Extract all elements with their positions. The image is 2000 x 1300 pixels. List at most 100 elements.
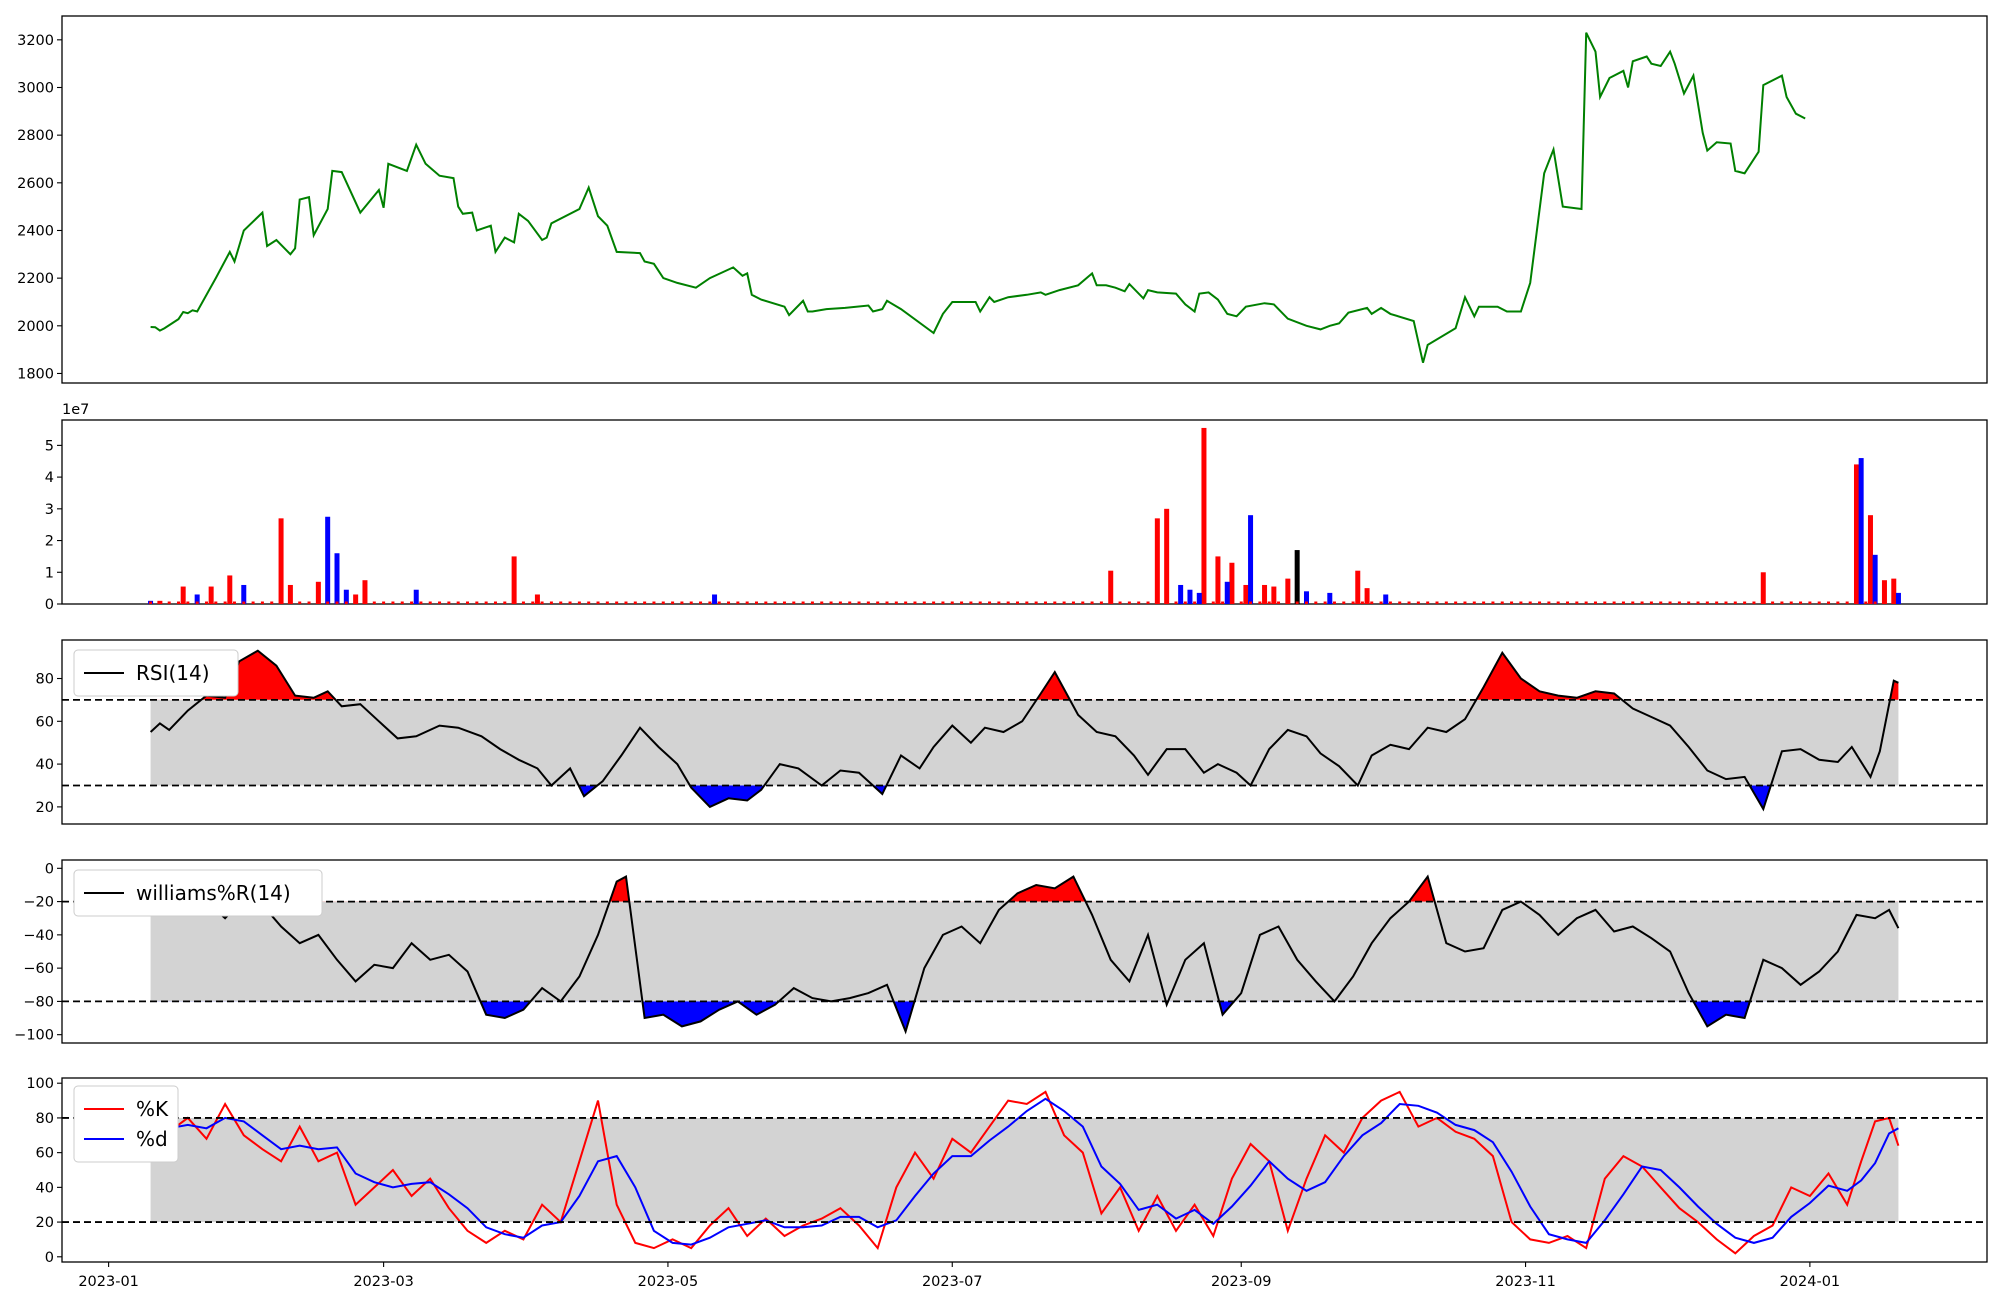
volume-bar xyxy=(194,594,200,604)
volume-bar-small xyxy=(1398,601,1402,604)
volume-bar-small xyxy=(1789,601,1793,604)
volume-bar-small xyxy=(149,601,153,604)
indicator-line xyxy=(150,874,1900,1035)
volume-bar-small xyxy=(1025,601,1029,604)
volume-bar xyxy=(1201,427,1207,604)
volume-bar xyxy=(1303,591,1309,604)
volume-bar-small xyxy=(419,601,423,604)
volume-bar-small xyxy=(643,601,647,604)
volume-bar xyxy=(511,556,517,604)
volume-bar-small xyxy=(1053,601,1057,604)
volume-bar-small xyxy=(195,601,199,604)
volume-bar-small xyxy=(988,601,992,604)
volume-bar-small xyxy=(1752,601,1756,604)
volume-bar-small xyxy=(288,601,292,604)
volume-bar-small xyxy=(745,601,749,604)
overbought-fill xyxy=(150,876,1899,902)
volume-bar-small xyxy=(1183,601,1187,604)
volume-bar-small xyxy=(1062,601,1066,604)
volume-bar xyxy=(315,581,321,604)
volume-bar xyxy=(1872,554,1878,604)
y-tick-label: 2400 xyxy=(17,223,54,239)
volume-bar-small xyxy=(372,601,376,604)
volume-bar-small xyxy=(1118,601,1122,604)
volume-bar-small xyxy=(1286,601,1290,604)
volume-bar xyxy=(1271,586,1277,604)
volume-bar xyxy=(1229,562,1235,604)
volume-bar xyxy=(1285,578,1291,604)
y-tick-label: 0 xyxy=(45,861,54,877)
x-tick-label: 2023-09 xyxy=(1211,1274,1272,1290)
y-tick-label: 40 xyxy=(36,1180,54,1196)
axes-frame xyxy=(61,419,1988,605)
volume-bar-small xyxy=(475,601,479,604)
volume-bar xyxy=(287,584,293,604)
volume-bar-small xyxy=(1146,601,1150,604)
volume-bar-small xyxy=(1202,601,1206,604)
volume-bar xyxy=(1196,592,1202,604)
volume-bar-small xyxy=(671,601,675,604)
axes-frame xyxy=(61,859,1988,1044)
volume-bar-small xyxy=(1584,601,1588,604)
volume-bar-small xyxy=(1127,601,1131,604)
volume-bar-small xyxy=(1705,601,1709,604)
y-tick-label: −60 xyxy=(23,961,54,977)
volume-bar xyxy=(413,589,419,604)
legend-frame xyxy=(73,649,239,697)
volume-bar-small xyxy=(1603,601,1607,604)
volume-bar-small xyxy=(1827,601,1831,604)
volume-bar xyxy=(1867,515,1873,604)
volume-bar xyxy=(1224,581,1230,604)
overbought-fill xyxy=(150,650,1899,700)
volume-bar-small xyxy=(689,601,693,604)
volume-bar-small xyxy=(950,601,954,604)
volume-bar-small xyxy=(1137,601,1141,604)
volume-bar-small xyxy=(922,601,926,604)
volume-bar-small xyxy=(1612,601,1616,604)
volume-bar-small xyxy=(1668,601,1672,604)
volume-bar-small xyxy=(1482,601,1486,604)
volume-bar-small xyxy=(214,601,218,604)
volume-bar xyxy=(1881,580,1887,604)
volume-bar-small xyxy=(438,601,442,604)
volume-bar-small xyxy=(1090,601,1094,604)
y-tick-label: −20 xyxy=(23,895,54,911)
volume-bar-small xyxy=(1426,601,1430,604)
volume-bar-small xyxy=(1043,601,1047,604)
volume-bar-small xyxy=(549,601,553,604)
legend-label: RSI(14) xyxy=(136,661,210,685)
volume-bar xyxy=(353,594,359,604)
rsi-panel: 20 40 60 80 RSI(14) xyxy=(36,639,1988,825)
volume-bar-small xyxy=(1631,601,1635,604)
volume-bar xyxy=(1760,572,1766,604)
volume-bar-small xyxy=(1575,601,1579,604)
volume-bar-small xyxy=(447,601,451,604)
band-fill xyxy=(150,901,1899,1002)
volume-bar-small xyxy=(232,601,236,604)
volume-bar-small xyxy=(186,601,190,604)
volume-bar-small xyxy=(400,601,404,604)
volume-bar-small xyxy=(708,601,712,604)
volume-bar-small xyxy=(810,601,814,604)
volume-bar-small xyxy=(1761,601,1765,604)
volume-bar-small xyxy=(1444,601,1448,604)
volume-bar-small xyxy=(242,601,246,604)
volume-bar xyxy=(1891,578,1897,604)
volume-bar-small xyxy=(1249,601,1253,604)
volume-bar-small xyxy=(838,601,842,604)
volume-bar-small xyxy=(1519,601,1523,604)
axes-frame xyxy=(61,15,1988,384)
x-tick-label: 2023-07 xyxy=(922,1274,983,1290)
volume-bar xyxy=(278,518,284,604)
volume-bar-small xyxy=(1304,601,1308,604)
volume-bar-small xyxy=(829,601,833,604)
volume-bar-small xyxy=(503,601,507,604)
volume-bar-small xyxy=(894,601,898,604)
volume-bar xyxy=(325,516,331,604)
volume-bar-small xyxy=(1416,601,1420,604)
volume-bar-small xyxy=(1332,601,1336,604)
volume-bar xyxy=(1262,584,1268,604)
volume-bar-small xyxy=(354,601,358,604)
volume-bar-small xyxy=(1342,601,1346,604)
volume-bar xyxy=(241,584,247,604)
